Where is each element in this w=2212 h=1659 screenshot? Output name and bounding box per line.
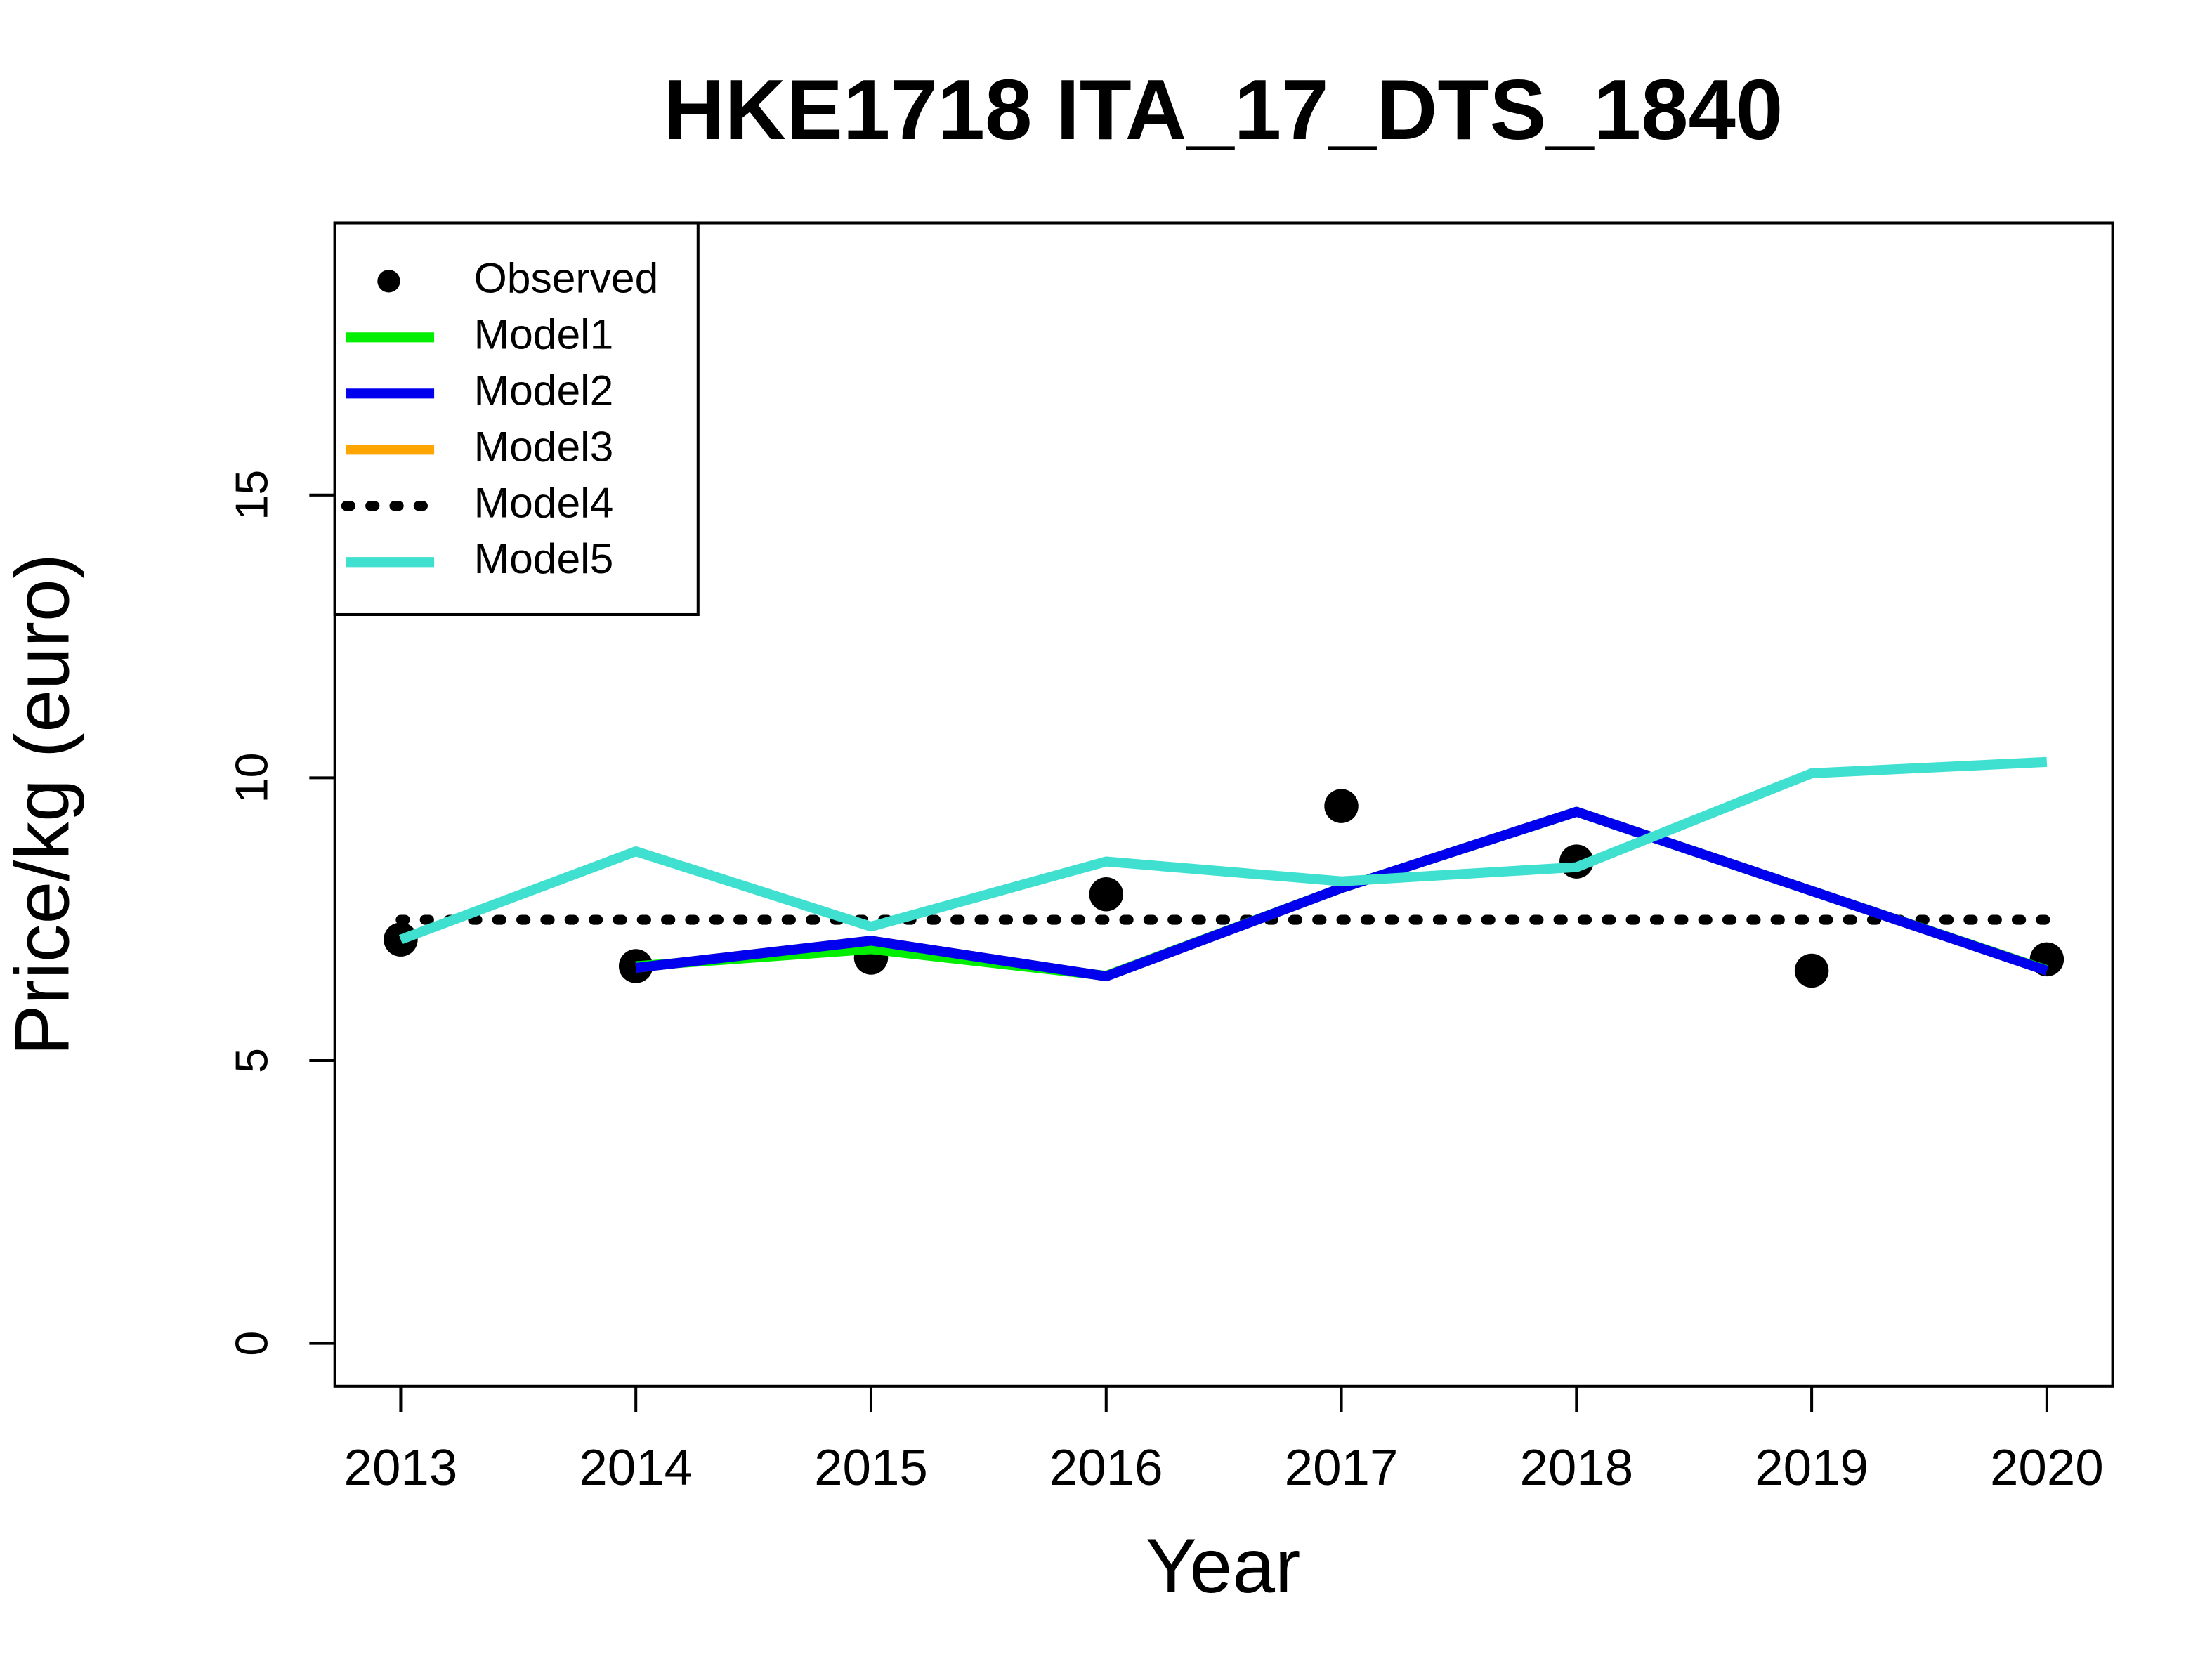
legend-label: Model4 <box>474 478 614 526</box>
y-axis-label: Price/kg (euro) <box>0 553 85 1056</box>
x-axis-label: Year <box>1146 1523 1300 1609</box>
legend-label: Model3 <box>474 422 614 470</box>
x-tick-label: 2014 <box>579 1439 693 1496</box>
legend-label: Observed <box>474 254 659 301</box>
legend-label: Model2 <box>474 366 614 414</box>
x-tick-label: 2020 <box>1990 1439 2104 1496</box>
x-tick-label: 2013 <box>344 1439 458 1496</box>
plot-frame <box>333 221 2114 1388</box>
legend-marker <box>377 270 400 293</box>
x-tick-label: 2017 <box>1285 1439 1399 1496</box>
legend-label: Model1 <box>474 310 614 358</box>
y-tick-label: 15 <box>226 470 277 520</box>
series-line <box>398 756 2048 945</box>
y-tick-label: 5 <box>226 1048 277 1073</box>
y-tick-label: 10 <box>226 752 277 803</box>
y-tick-label: 0 <box>226 1331 277 1356</box>
series-line <box>635 806 2049 982</box>
x-tick-label: 2018 <box>1519 1439 1633 1496</box>
observed-point <box>1089 877 1124 912</box>
x-tick-label: 2019 <box>1755 1439 1869 1496</box>
observed-point <box>1794 953 1829 988</box>
legend: Observed Model1 Model2 Model3 Model4 Model5 <box>333 221 700 617</box>
x-tick-label: 2016 <box>1049 1439 1163 1496</box>
chart-title: HKE1718 ITA_17_DTS_1840 <box>663 62 1783 157</box>
x-tick-label: 2015 <box>814 1439 928 1496</box>
legend-label: Model5 <box>474 535 614 582</box>
observed-point <box>1324 789 1359 823</box>
